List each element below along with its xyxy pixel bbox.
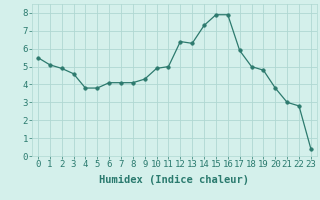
X-axis label: Humidex (Indice chaleur): Humidex (Indice chaleur) [100, 175, 249, 185]
